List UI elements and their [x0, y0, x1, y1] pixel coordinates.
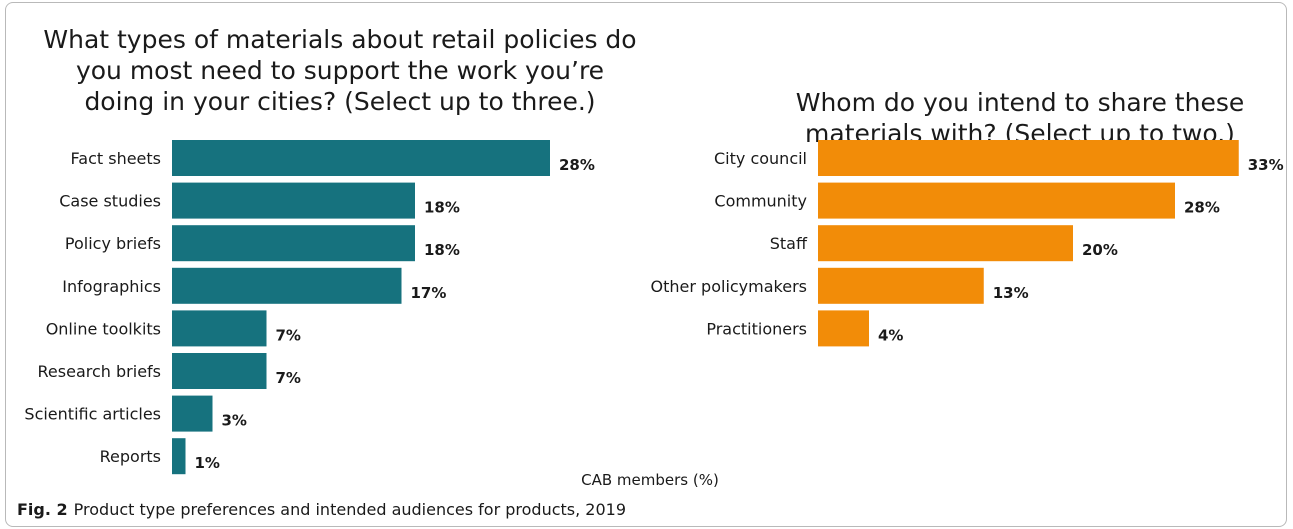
left-value-label: 3%	[222, 412, 247, 430]
right-bar	[818, 182, 1175, 219]
left-bar	[172, 225, 415, 262]
left-bar	[172, 310, 267, 347]
figure-label: Fig. 2	[17, 500, 68, 519]
left-category-label: Infographics	[62, 277, 161, 296]
left-value-label: 28%	[559, 156, 595, 174]
right-category-label: City council	[714, 149, 807, 168]
left-category-label: Fact sheets	[71, 149, 161, 168]
left-bar	[172, 182, 415, 219]
left-category-label: Reports	[100, 447, 161, 466]
left-chart-title-line: doing in your cities? (Select up to thre…	[84, 87, 596, 116]
left-value-label: 7%	[276, 326, 301, 344]
right-value-label: 20%	[1082, 241, 1118, 259]
right-value-label: 28%	[1184, 199, 1220, 217]
left-chart-title-line: you most need to support the work you’re	[75, 56, 605, 85]
right-category-label: Community	[714, 192, 807, 211]
right-bar	[818, 140, 1239, 176]
right-value-label: 33%	[1248, 156, 1284, 174]
left-category-label: Scientific articles	[24, 405, 161, 424]
figure-caption: Fig. 2 Product type preferences and inten…	[17, 500, 626, 520]
right-bar	[818, 267, 984, 304]
left-bar	[172, 438, 186, 475]
left-value-label: 7%	[276, 369, 301, 387]
right-category-label: Practitioners	[706, 319, 807, 338]
right-value-label: 13%	[993, 284, 1029, 302]
left-value-label: 1%	[195, 454, 220, 472]
left-bar	[172, 267, 402, 304]
left-category-label: Policy briefs	[65, 234, 161, 253]
left-chart-title: What types of materials about retail pol…	[40, 24, 640, 117]
left-category-label: Research briefs	[38, 362, 161, 381]
figure-frame	[5, 2, 1287, 527]
left-bar	[172, 353, 267, 389]
right-bar	[818, 310, 869, 347]
left-bar	[172, 395, 213, 432]
left-bar-chart: Fact sheets 28% Case studies 18% Policy brie…	[24, 140, 595, 475]
right-value-label: 4%	[878, 326, 903, 344]
left-value-label: 18%	[424, 199, 460, 217]
figure-caption-text: Product type preferences and intended au…	[73, 500, 627, 519]
left-category-label: Online toolkits	[46, 319, 161, 338]
left-value-label: 18%	[424, 241, 460, 259]
right-chart-title-line: Whom do you intend to share these	[795, 88, 1245, 117]
left-bar	[172, 140, 550, 176]
right-bar-chart: City council 33% Community 28% Staff 20% Other…	[651, 140, 1284, 347]
left-chart-title-line: What types of materials about retail pol…	[43, 25, 637, 54]
x-axis-label: CAB members (%)	[581, 471, 719, 489]
right-category-label: Staff	[770, 234, 808, 253]
right-category-label: Other policymakers	[651, 277, 807, 296]
left-category-label: Case studies	[59, 192, 161, 211]
left-value-label: 17%	[411, 284, 447, 302]
right-bar	[818, 225, 1073, 262]
